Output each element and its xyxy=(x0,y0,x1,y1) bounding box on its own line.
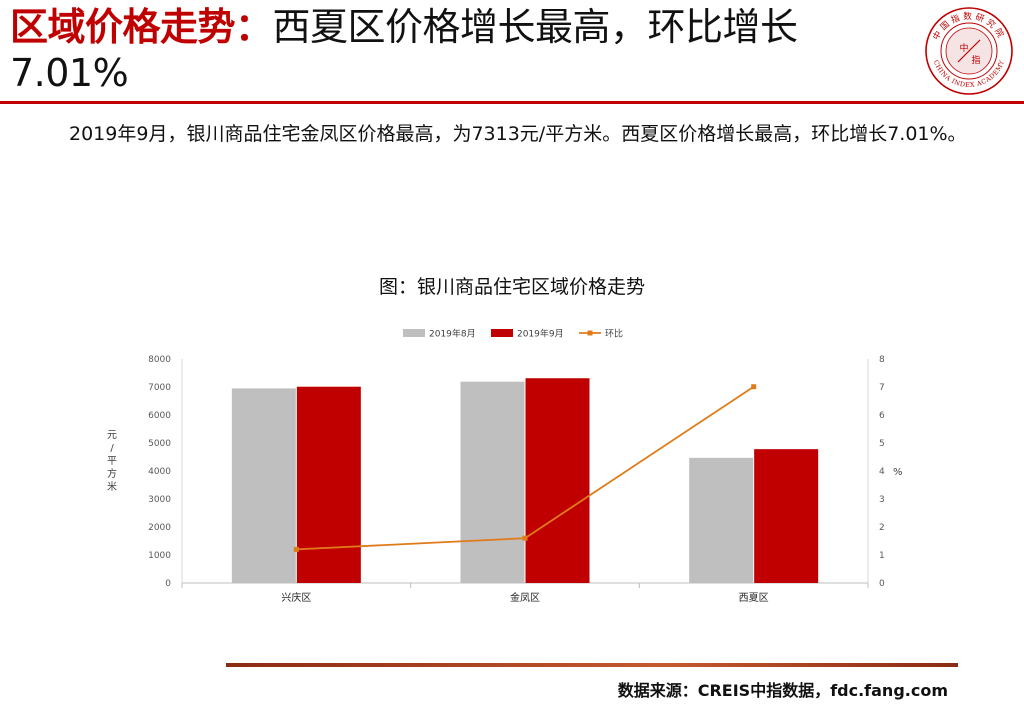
bar-aug-2 xyxy=(689,457,754,583)
x-tick-label: 兴庆区 xyxy=(281,591,311,604)
mom-point-2 xyxy=(751,384,757,390)
y-axis-label-left: 元/平方米 xyxy=(107,430,117,493)
page-title-rest: 西夏区价格增长最高，环比增长7.01% xyxy=(10,5,798,95)
legend-marker-2 xyxy=(587,330,593,336)
legend-swatch-1 xyxy=(491,329,513,337)
y-tick-label-left: 5000 xyxy=(148,439,171,449)
bar-sep-1 xyxy=(525,378,590,583)
y-tick-label-left: 7000 xyxy=(148,383,171,393)
logo-center-glyph-2: 指 xyxy=(971,54,980,66)
mom-line xyxy=(296,385,755,551)
footer-divider xyxy=(226,663,958,667)
bar-sep-2 xyxy=(754,449,819,583)
logo-center-glyph-1: 中 xyxy=(959,42,968,54)
page-title-highlight: 区域价格走势： xyxy=(10,5,273,49)
y-tick-label-left: 0 xyxy=(165,579,171,589)
y-tick-label-left: 8000 xyxy=(148,355,171,365)
page-title: 区域价格走势：西夏区价格增长最高，环比增长7.01% xyxy=(10,4,910,96)
y-tick-label-right: 5 xyxy=(879,439,885,449)
y-tick-label-left: 2000 xyxy=(148,523,171,533)
legend-swatch-0 xyxy=(403,329,425,337)
china-index-academy-logo: 中国指数研究院 CHINA INDEX ACADEMY 中 指 xyxy=(925,7,1013,95)
y-tick-label-left: 1000 xyxy=(148,551,171,561)
legend-label-1: 2019年9月 xyxy=(517,328,564,340)
x-tick-label: 西夏区 xyxy=(739,592,769,604)
data-source: 数据来源：CREIS中指数据，fdc.fang.com xyxy=(617,681,948,700)
bar-aug-0 xyxy=(231,388,296,583)
y-tick-label-right: 3 xyxy=(879,495,885,505)
bar-aug-1 xyxy=(460,381,525,583)
mom-point-1 xyxy=(522,535,528,541)
y-tick-label-right: 8 xyxy=(879,355,885,365)
y-tick-label-right: 0 xyxy=(879,579,885,589)
legend-label-2: 环比 xyxy=(605,328,623,340)
bar-sep-0 xyxy=(296,386,361,583)
y-tick-label-left: 4000 xyxy=(148,467,171,477)
y-tick-label-right: 4 xyxy=(879,467,885,477)
y-tick-label-right: 6 xyxy=(879,411,885,421)
y-tick-label-left: 3000 xyxy=(148,495,171,505)
y-tick-label-right: 1 xyxy=(879,551,885,561)
summary-paragraph: 2019年9月，银川商品住宅金凤区价格最高，为7313元/平方米。西夏区价格增长… xyxy=(69,123,967,145)
y-axis-label-right: % xyxy=(893,467,903,478)
y-tick-label-left: 6000 xyxy=(148,411,171,421)
y-tick-label-right: 7 xyxy=(879,383,885,393)
x-tick-label: 金凤区 xyxy=(510,591,540,604)
legend-label-0: 2019年8月 xyxy=(429,328,476,340)
chart-caption: 图：银川商品住宅区域价格走势 xyxy=(378,276,645,298)
mom-point-0 xyxy=(293,546,299,552)
y-tick-label-right: 2 xyxy=(879,523,885,533)
title-divider xyxy=(0,101,1024,104)
